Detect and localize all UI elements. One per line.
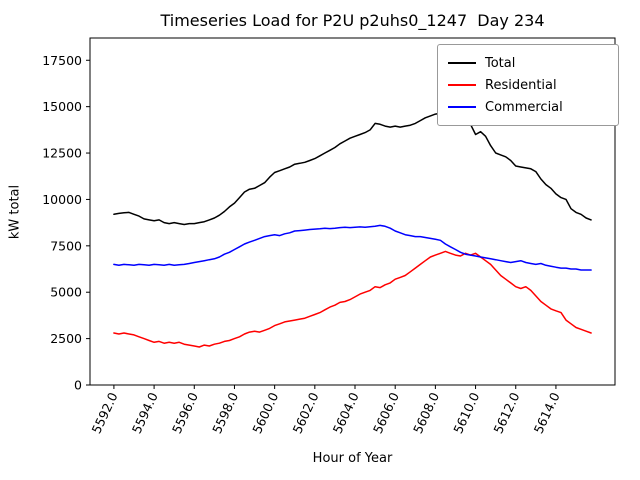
y-tick-label: 2500 [50,331,82,346]
plot-spines [89,37,616,386]
legend-label-total: Total [485,55,516,71]
x-tick-label: 5612.0 [490,390,522,436]
legend-line-residential-icon [448,84,476,86]
chart-title: Timeseries Load for P2U p2uhs0_1247 Day … [160,11,545,30]
x-tick-label: 5596.0 [169,390,201,436]
y-tick-label: 12500 [42,146,82,161]
x-tick-label: 5606.0 [370,390,402,436]
y-tick-label: 5000 [50,285,82,300]
legend-item-commercial: Commercial [448,96,608,118]
legend-label-residential: Residential [485,77,557,93]
y-tick-label: 7500 [50,238,82,253]
total-line [113,110,592,226]
commercial-line [113,224,592,271]
y-tick-label: 17500 [42,53,82,68]
x-tick-label: 5598.0 [209,390,241,436]
x-tick-label: 5592.0 [89,390,121,436]
x-axis-label: Hour of Year [312,451,393,466]
legend: Total Residential Commercial [437,44,619,126]
x-tick-label: 5610.0 [450,390,482,436]
residential-line [113,250,592,348]
x-tick-label: 5614.0 [531,390,563,436]
y-tick-label: 15000 [42,99,82,114]
x-tick-label: 5604.0 [330,390,362,436]
legend-label-commercial: Commercial [485,99,563,115]
x-tick-label: 5608.0 [410,390,442,436]
x-tick-label: 5594.0 [129,390,161,436]
x-tick-label: 5602.0 [289,390,321,436]
legend-line-commercial-icon [448,106,476,108]
x-tick-label: 5600.0 [249,390,281,436]
legend-item-total: Total [448,52,608,74]
y-tick-label: 0 [74,378,82,393]
legend-line-total-icon [448,62,476,64]
legend-item-residential: Residential [448,74,608,96]
y-tick-label: 10000 [42,192,82,207]
